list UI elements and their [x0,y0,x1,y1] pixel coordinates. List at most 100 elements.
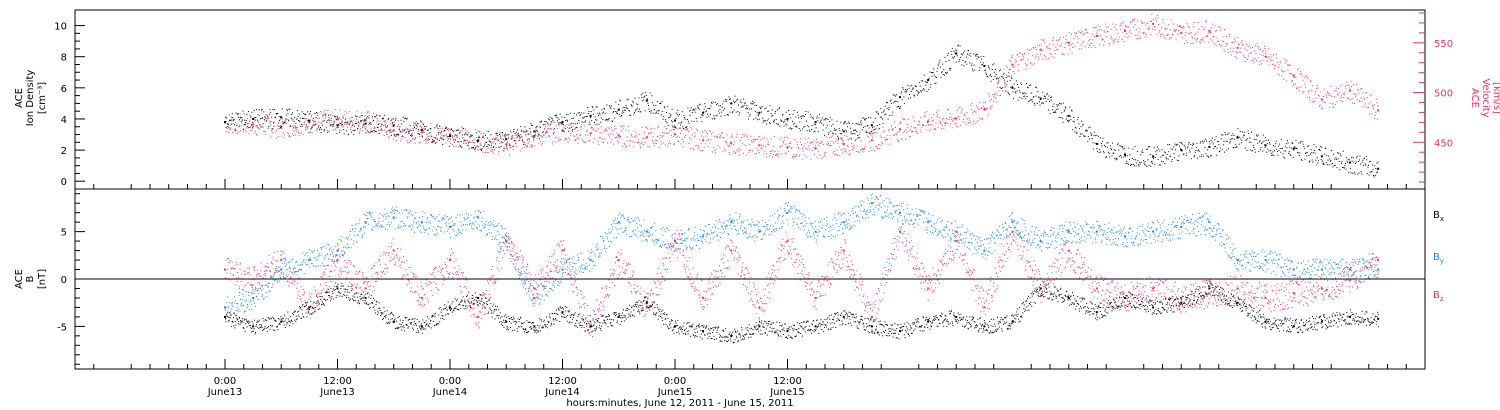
density-marker [243,128,244,130]
bottom-left-tick-label: 5 [61,228,67,239]
by-marker [292,268,294,270]
density-marker [519,137,521,139]
velocity-marker [932,120,934,122]
density-marker [323,130,325,132]
density-marker [954,52,956,54]
velocity-marker [571,130,573,132]
velocity-marker [743,144,745,146]
velocity-marker [596,124,598,126]
velocity-marker [625,129,627,131]
by-marker [291,259,293,261]
by-marker [266,295,268,297]
velocity-marker [1325,93,1327,95]
by-marker [540,283,542,285]
density-marker [1054,110,1056,112]
density-marker [551,117,553,119]
by-marker [332,258,334,260]
density-marker [893,94,895,96]
velocity-marker [979,101,981,103]
velocity-marker [1180,26,1182,28]
velocity-marker [542,131,544,133]
by-marker [537,297,539,299]
density-marker [226,117,228,119]
density-marker [453,138,455,140]
velocity-marker [824,155,826,157]
velocity-marker [994,97,996,99]
by-marker [449,233,451,235]
density-marker [707,113,709,115]
velocity-marker [829,137,831,139]
by-marker [500,225,502,227]
density-marker [1002,87,1004,89]
velocity-marker [1283,58,1285,60]
density-marker [991,76,993,78]
density-marker [838,127,840,129]
velocity-marker [1069,44,1071,46]
density-marker [411,134,413,136]
velocity-marker [277,135,279,137]
velocity-marker [985,109,987,111]
density-marker [1279,143,1281,145]
velocity-marker [496,134,498,136]
density-marker [717,103,719,105]
density-marker [441,137,443,139]
by-marker [306,251,308,253]
by-point [1039,240,1042,243]
velocity-marker [918,124,920,126]
by-marker [441,219,443,221]
velocity-marker [1197,31,1199,33]
by-marker [456,235,458,237]
density-point [252,117,255,120]
velocity-marker [1324,102,1326,104]
velocity-marker [1046,47,1048,49]
velocity-marker [1248,55,1250,57]
density-marker [243,123,245,125]
velocity-marker [450,135,452,137]
velocity-marker [1019,52,1021,54]
velocity-marker [485,148,487,150]
density-marker [927,78,929,80]
by-marker [527,273,529,275]
velocity-marker [1019,52,1021,54]
density-marker [541,120,543,122]
velocity-marker [373,128,375,130]
velocity-marker [390,123,392,125]
density-marker [1049,101,1051,103]
velocity-marker [461,130,463,132]
density-marker [1301,158,1303,160]
density-marker [505,133,507,135]
by-marker [366,214,368,216]
velocity-marker [774,135,775,137]
by-marker [310,263,312,265]
velocity-marker [998,90,1000,92]
density-marker [1157,158,1159,160]
velocity-marker [907,118,909,120]
by-marker [389,225,391,227]
density-marker [1056,104,1058,106]
density-marker [572,123,574,125]
density-marker [433,140,435,142]
velocity-marker [1357,89,1359,91]
density-point [1095,142,1098,145]
velocity-marker [578,122,580,124]
density-marker [1296,147,1297,149]
velocity-marker [1151,13,1153,15]
by-marker [226,296,228,298]
by-marker [314,249,316,251]
velocity-marker [1221,40,1223,42]
by-marker [272,275,274,277]
density-marker [524,131,526,133]
velocity-marker [337,125,339,127]
velocity-marker [685,134,687,136]
density-marker [1018,90,1020,92]
velocity-marker [423,130,424,132]
velocity-marker [802,148,804,150]
by-marker [408,212,410,214]
density-marker [465,142,467,144]
velocity-marker [995,97,997,99]
by-marker [413,219,415,221]
density-marker [1169,155,1171,157]
density-marker [594,121,595,123]
velocity-marker [1224,50,1226,52]
density-marker [901,99,903,101]
